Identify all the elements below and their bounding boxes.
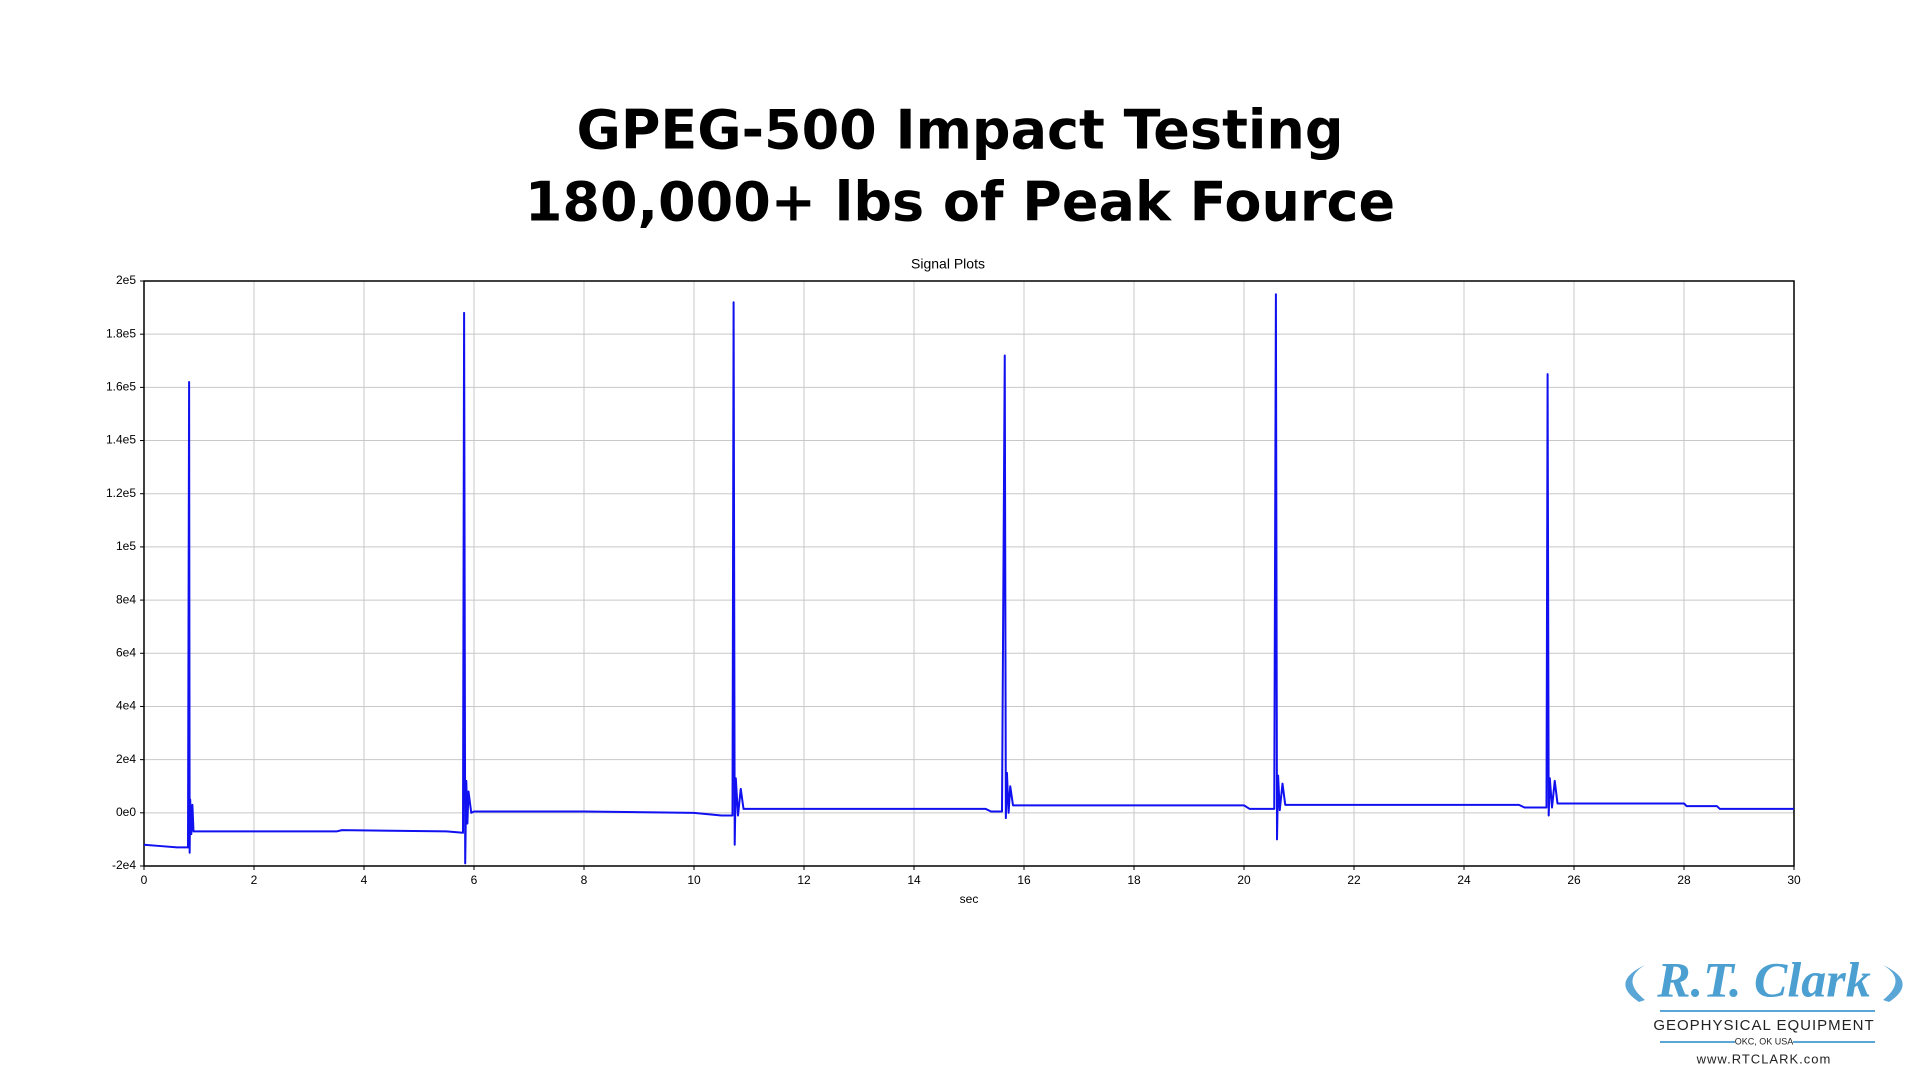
- y-tick-label: 6e4: [116, 645, 136, 659]
- signal-line: [143, 293, 1794, 865]
- x-tick-label: 0: [141, 873, 148, 887]
- logo-location: OKC, OK USA: [1735, 1036, 1794, 1046]
- y-tick-label: 1.4e5: [106, 433, 136, 447]
- y-tick-label: 8e4: [116, 592, 136, 606]
- y-tick-label: 0e0: [116, 805, 136, 819]
- y-tick-label: 1.8e5: [106, 326, 136, 340]
- x-tick-label: 18: [1127, 873, 1141, 887]
- logo-swoosh: [1883, 965, 1903, 1002]
- x-axis-label: sec: [960, 892, 979, 906]
- main-subtitle: 180,000+ lbs of Peak Fource: [525, 171, 1395, 234]
- x-tick-label: 28: [1677, 873, 1691, 887]
- logo-swoosh: [1625, 965, 1645, 1002]
- x-tick-label: 26: [1567, 873, 1581, 887]
- x-tick-label: 14: [907, 873, 921, 887]
- plot-title: Signal Plots: [911, 256, 985, 272]
- x-tick-label: 22: [1347, 873, 1361, 887]
- x-tick-label: 20: [1237, 873, 1251, 887]
- y-tick-label: 1.6e5: [106, 380, 136, 394]
- x-tick-label: 6: [471, 873, 478, 887]
- main-title: GPEG-500 Impact Testing: [577, 99, 1344, 162]
- logo-tagline: GEOPHYSICAL EQUIPMENT: [1653, 1017, 1874, 1034]
- x-tick-label: 30: [1787, 873, 1801, 887]
- logo-url: www.RTCLARK.com: [1696, 1051, 1832, 1066]
- logo-name: R.T. Clark: [1656, 951, 1871, 1007]
- logo: R.T. Clark GEOPHYSICAL EQUIPMENT OKC, OK…: [1625, 951, 1903, 1066]
- x-tick-label: 2: [251, 873, 258, 887]
- x-tick-label: 16: [1017, 873, 1031, 887]
- x-tick-label: 4: [361, 873, 368, 887]
- plot-area: -2e4 0e0 2e4 4e4 6e4 8e4 1e5 1.2e5 1.4e5 1.6e5 1.8…: [106, 273, 1801, 887]
- y-tick-label: 1.2e5: [106, 486, 136, 500]
- y-tick-label: 1e5: [116, 539, 136, 553]
- x-tick-label: 12: [797, 873, 811, 887]
- plot-frame: [143, 280, 1795, 867]
- y-tick-label: 4e4: [116, 699, 136, 713]
- y-tick-label: 2e5: [116, 273, 136, 287]
- x-tick-label: 8: [581, 873, 588, 887]
- x-tick-label: 24: [1457, 873, 1471, 887]
- y-tick-label: 2e4: [116, 752, 136, 766]
- x-tick-label: 10: [687, 873, 701, 887]
- y-tick-label: -2e4: [112, 858, 136, 872]
